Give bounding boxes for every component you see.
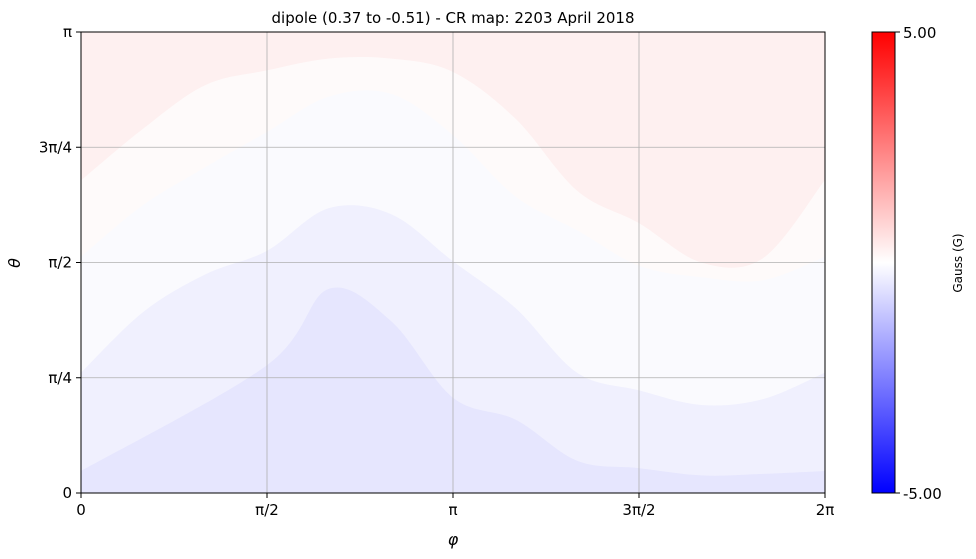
y-axis-label: θ <box>5 258 24 268</box>
colorbar-gradient <box>871 31 896 494</box>
x-tick-label: 2π <box>816 501 835 519</box>
chart-title: dipole (0.37 to -0.51) - CR map: 2203 Ap… <box>272 9 635 27</box>
colorbar-label: Gauss (G) <box>951 233 965 292</box>
y-ticks: 0 π/4 π/2 3π/4 π <box>39 23 81 502</box>
x-tick-label: π <box>448 501 457 519</box>
colorbar-min-label: -5.00 <box>903 485 942 503</box>
colorbar-max-label: 5.00 <box>903 24 936 42</box>
colorbar: 5.00 -5.00 Gauss (G) <box>871 24 965 503</box>
x-ticks: 0 π/2 π 3π/2 2π <box>76 493 834 519</box>
y-tick-label: π/4 <box>48 369 72 387</box>
x-tick-label: 3π/2 <box>622 501 655 519</box>
y-tick-label: π/2 <box>48 254 72 272</box>
x-axis-label: φ <box>448 530 459 549</box>
x-tick-label: 0 <box>76 501 86 519</box>
y-tick-label: π <box>63 23 72 41</box>
y-tick-label: 3π/4 <box>39 138 72 156</box>
x-tick-label: π/2 <box>255 501 279 519</box>
y-tick-label: 0 <box>62 484 72 502</box>
